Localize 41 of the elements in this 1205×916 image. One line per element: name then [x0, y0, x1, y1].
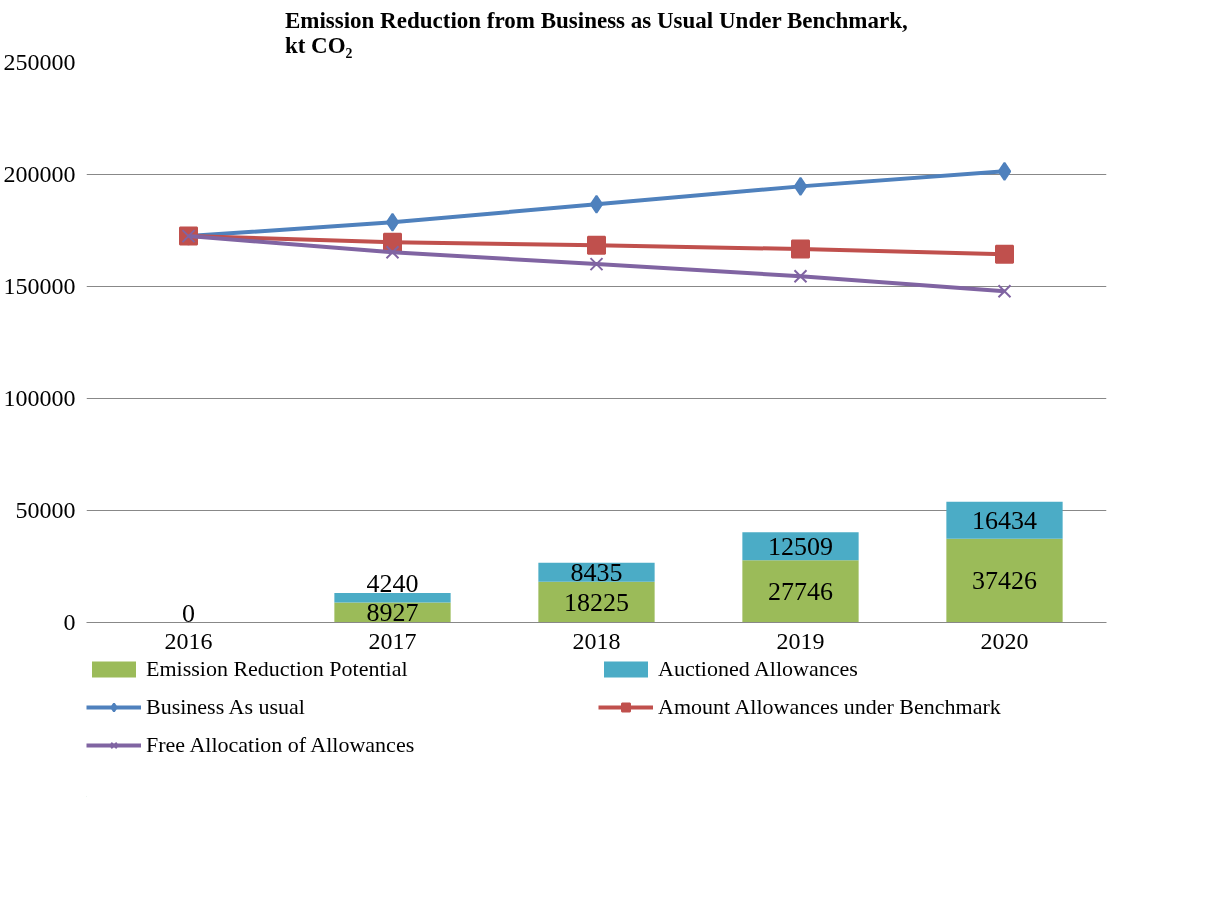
data-label: 37426 [972, 566, 1037, 596]
data-label: 16434 [972, 505, 1037, 535]
legend-label: Emission Reduction Potential [146, 656, 409, 682]
data-label: 27746 [768, 576, 833, 606]
legend-label: Amount Allowances under Benchmark [658, 694, 1002, 720]
legend-label: Business As usual [146, 694, 306, 720]
chart-title: Emission Reduction from Business as Usual Under Benchmark, kt CO₂ [284, 7, 908, 58]
x-tick-label: 2016 [164, 627, 213, 654]
bar [946, 538, 1063, 623]
point [793, 269, 808, 284]
y-tick-label: 50000 [15, 497, 76, 523]
x-tick-label: 2017 [368, 627, 417, 654]
point [385, 245, 400, 260]
bar [742, 560, 859, 623]
data-label: 8435 [570, 557, 623, 587]
bar [334, 593, 451, 603]
x-tick-label: 2020 [980, 627, 1029, 654]
data-label: 12509 [768, 531, 833, 561]
point [997, 284, 1012, 299]
legend-label: Free Allocation of Allowances [146, 732, 416, 758]
data-label: 18225 [564, 587, 629, 617]
y-tick-label: 250000 [3, 49, 76, 75]
point [791, 239, 810, 259]
x-tick-label: 2019 [776, 627, 825, 654]
y-tick-label: 100000 [3, 385, 76, 411]
legend-label: Auctioned Allowances [658, 656, 859, 682]
y-tick-label: 150000 [3, 273, 76, 299]
data-label: 0 [182, 598, 195, 628]
point [793, 176, 808, 196]
point [997, 161, 1012, 181]
point [587, 235, 606, 255]
data-label: 8927 [366, 598, 419, 627]
y-tick-label: 200000 [3, 161, 76, 187]
data-label: 4240 [366, 569, 419, 599]
x-tick-label: 2018 [572, 627, 621, 654]
bar [946, 501, 1063, 539]
point [995, 244, 1014, 264]
point [589, 194, 604, 214]
point [385, 212, 400, 232]
point [589, 257, 604, 272]
y-tick-label: 0 [63, 609, 76, 635]
